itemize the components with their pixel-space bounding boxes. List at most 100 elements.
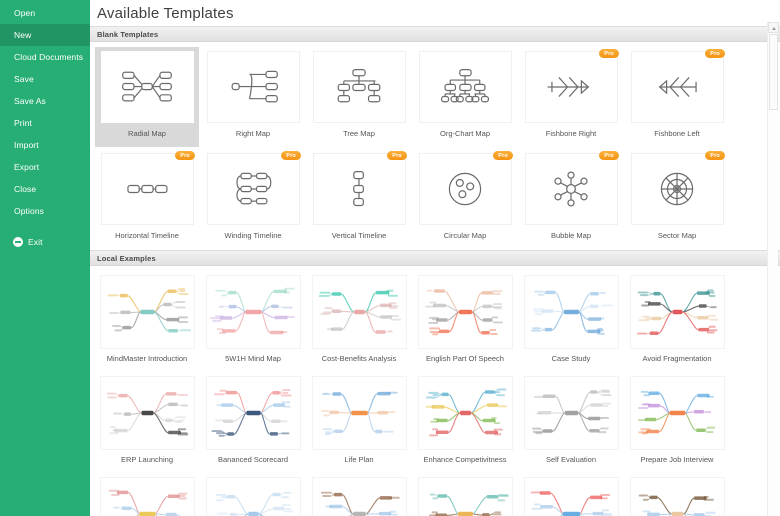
template-card-vertical-timeline[interactable]: Pro Vertical Timeline — [307, 149, 411, 249]
fishbone-left-icon — [630, 51, 724, 123]
bubble-map-icon — [524, 153, 618, 225]
example-card-case-study[interactable]: Case Study — [519, 272, 623, 369]
section-local-examples: Local Examples MindMaster Introduction 5W… — [90, 250, 780, 516]
example-card-partial[interactable] — [519, 474, 623, 516]
example-card-label: ERP Launching — [121, 455, 173, 464]
example-card-enhance-competivitness[interactable]: Enhance Competivitness — [413, 373, 517, 470]
example-card-partial[interactable] — [413, 474, 517, 516]
example-thumbnail — [311, 275, 407, 349]
example-card-label: Enhance Competivitness — [423, 455, 507, 464]
blank-templates-grid: Radial Map Right Map Tree Map Org-Chart … — [90, 42, 762, 250]
sidebar-item-label: Open — [14, 8, 36, 18]
example-card-life-plan[interactable]: Life Plan — [307, 373, 411, 470]
example-thumbnail — [523, 275, 619, 349]
example-card-bananced-scorecard[interactable]: Bananced Scorecard — [201, 373, 305, 470]
scrollbar-thumb[interactable] — [768, 34, 778, 110]
sidebar-item-open[interactable]: Open — [0, 2, 90, 24]
example-card-prepare-job-interview[interactable]: Prepare Job Interview — [625, 373, 729, 470]
horizontal-timeline-icon — [100, 153, 194, 225]
sidebar-item-save-as[interactable]: Save As — [0, 90, 90, 112]
pro-badge: Pro — [705, 151, 725, 160]
pro-badge: Pro — [175, 151, 195, 160]
example-card-label: Prepare Job Interview — [640, 455, 714, 464]
winding-timeline-icon — [206, 153, 300, 225]
section-header-local-examples: Local Examples — [90, 250, 780, 266]
template-card-org-chart-map[interactable]: Org-Chart Map — [413, 47, 517, 147]
sidebar-item-label: Import — [14, 140, 39, 150]
example-thumbnail — [523, 376, 619, 450]
example-card-label: Bananced Scorecard — [217, 455, 289, 464]
example-card-erp-launching[interactable]: ERP Launching — [95, 373, 199, 470]
example-thumbnail — [99, 275, 195, 349]
sidebar-item-close[interactable]: Close — [0, 178, 90, 200]
templates-pane: Available Templates Blank Templates Radi… — [90, 0, 780, 516]
pro-badge: Pro — [599, 49, 619, 58]
example-card-partial[interactable] — [95, 474, 199, 516]
template-card-label: Tree Map — [343, 129, 375, 138]
template-card-winding-timeline[interactable]: Pro Winding Timeline — [201, 149, 305, 249]
sidebar-item-exit[interactable]: Exit — [0, 231, 90, 253]
template-card-label: Winding Timeline — [224, 231, 282, 240]
template-card-label: Vertical Timeline — [331, 231, 387, 240]
example-thumbnail — [205, 477, 301, 516]
sidebar-item-label: Export — [14, 162, 40, 172]
sidebar-item-label: Save — [14, 74, 34, 84]
example-card-label: MindMaster Introduction — [106, 354, 188, 363]
template-card-label: Right Map — [235, 129, 271, 138]
template-card-fishbone-left[interactable]: Pro Fishbone Left — [625, 47, 729, 147]
example-card-label: Life Plan — [344, 455, 374, 464]
template-card-label: Radial Map — [128, 129, 166, 138]
fishbone-right-icon — [524, 51, 618, 123]
scroll-up-arrow-icon[interactable] — [768, 22, 779, 33]
example-card-english-part-of-speech[interactable]: English Part Of Speech — [413, 272, 517, 369]
template-card-label: Fishbone Left — [654, 129, 700, 138]
template-card-sector-map[interactable]: Pro Sector Map — [625, 149, 729, 249]
sector-map-icon — [630, 153, 724, 225]
exit-circle-icon — [13, 237, 23, 247]
sidebar-item-cloud-documents[interactable]: Cloud Documents — [0, 46, 90, 68]
example-card-label: Cost-Benefits Analysis — [321, 354, 397, 363]
sidebar-item-import[interactable]: Import — [0, 134, 90, 156]
sidebar-item-label: Options — [14, 206, 44, 216]
example-card-partial[interactable] — [201, 474, 305, 516]
sidebar-item-options[interactable]: Options — [0, 200, 90, 222]
right-map-icon — [206, 51, 300, 123]
example-thumbnail — [629, 477, 725, 516]
vertical-scrollbar[interactable] — [767, 22, 779, 516]
template-card-circular-map[interactable]: Pro Circular Map — [413, 149, 517, 249]
example-card-avoid-fragmentation[interactable]: Avoid Fragmentation — [625, 272, 729, 369]
example-thumbnail — [205, 376, 301, 450]
template-card-horizontal-timeline[interactable]: Pro Horizontal Timeline — [95, 149, 199, 249]
sidebar-item-print[interactable]: Print — [0, 112, 90, 134]
example-card-label: 5W1H Mind Map — [225, 354, 281, 363]
template-card-radial-map[interactable]: Radial Map — [95, 47, 199, 147]
template-card-right-map[interactable]: Right Map — [201, 47, 305, 147]
template-card-bubble-map[interactable]: Pro Bubble Map — [519, 149, 623, 249]
example-thumbnail — [417, 275, 513, 349]
file-menu-sidebar: Open New Cloud Documents Save Save As Print Im… — [0, 0, 90, 516]
sidebar-item-export[interactable]: Export — [0, 156, 90, 178]
vertical-timeline-icon — [312, 153, 406, 225]
page-title: Available Templates — [97, 5, 234, 22]
sidebar-item-label: New — [14, 30, 32, 40]
template-card-label: Horizontal Timeline — [115, 231, 179, 240]
example-card-self-evaluation[interactable]: Self Evaluation — [519, 373, 623, 470]
template-card-tree-map[interactable]: Tree Map — [307, 47, 411, 147]
template-card-label: Circular Map — [443, 231, 487, 240]
example-card-label: Avoid Fragmentation — [642, 354, 712, 363]
sidebar-item-label: Cloud Documents — [14, 52, 84, 62]
template-card-fishbone-right[interactable]: Pro Fishbone Right — [519, 47, 623, 147]
example-thumbnail — [629, 275, 725, 349]
sidebar-item-save[interactable]: Save — [0, 68, 90, 90]
sidebar-item-new[interactable]: New — [0, 24, 90, 46]
example-thumbnail — [629, 376, 725, 450]
example-card-5w1h-mind-map[interactable]: 5W1H Mind Map — [201, 272, 305, 369]
radial-map-icon — [100, 51, 194, 123]
example-card-partial[interactable] — [307, 474, 411, 516]
example-card-mindmaster-introduction[interactable]: MindMaster Introduction — [95, 272, 199, 369]
example-card-partial[interactable] — [625, 474, 729, 516]
example-card-cost-benefits-analysis[interactable]: Cost-Benefits Analysis — [307, 272, 411, 369]
template-card-label: Fishbone Right — [545, 129, 597, 138]
template-card-label: Sector Map — [657, 231, 697, 240]
